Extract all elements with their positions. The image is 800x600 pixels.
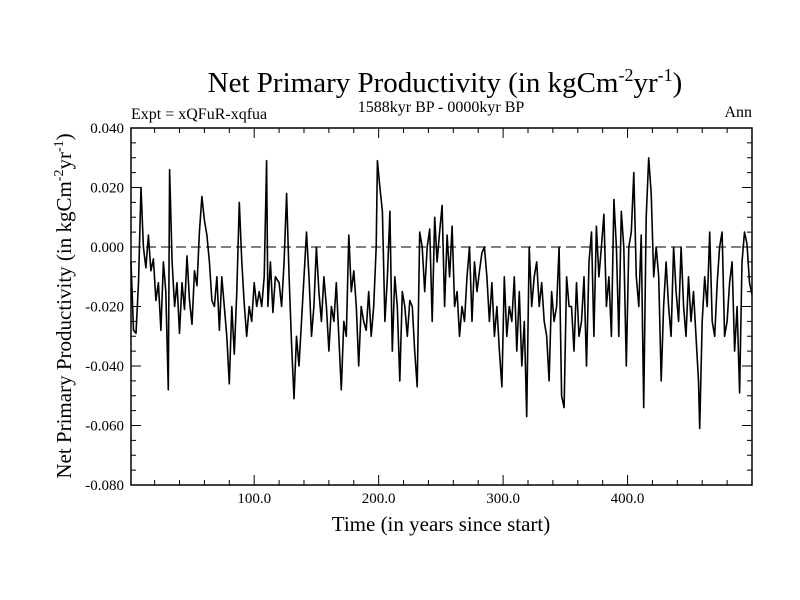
chart-title: Net Primary Productivity (in kgCm-2yr-1) [208,65,683,99]
period-label: 1588kyr BP - 0000kyr BP [358,99,525,116]
y-tick-label: 0.040 [90,121,124,137]
x-tick-label: 200.0 [362,491,396,507]
axis-ticks: -0.080 -0.060 -0.040 -0.020 0.000 0.020 0.040 1… [85,121,752,507]
y-tick-label: 0.020 [90,181,124,197]
experiment-label: Expt = xQFuR-xqfua [131,106,267,123]
y-tick-label: -0.020 [85,300,124,316]
x-axis-label: Time (in years since start) [332,512,551,536]
plot-frame [130,127,753,486]
y-axis-label: Net Primary Productivity (in kgCm-2yr-1) [52,133,76,478]
y-tick-label: -0.080 [85,478,124,494]
y-tick-label: -0.060 [85,419,124,435]
x-tick-label: 300.0 [486,491,520,507]
x-tick-label: 400.0 [611,491,645,507]
x-tick-label: 100.0 [237,491,271,507]
season-label: Ann [724,104,752,121]
npp-series-line [130,157,753,430]
y-tick-label: 0.000 [90,240,124,256]
y-tick-label: -0.040 [85,359,124,375]
